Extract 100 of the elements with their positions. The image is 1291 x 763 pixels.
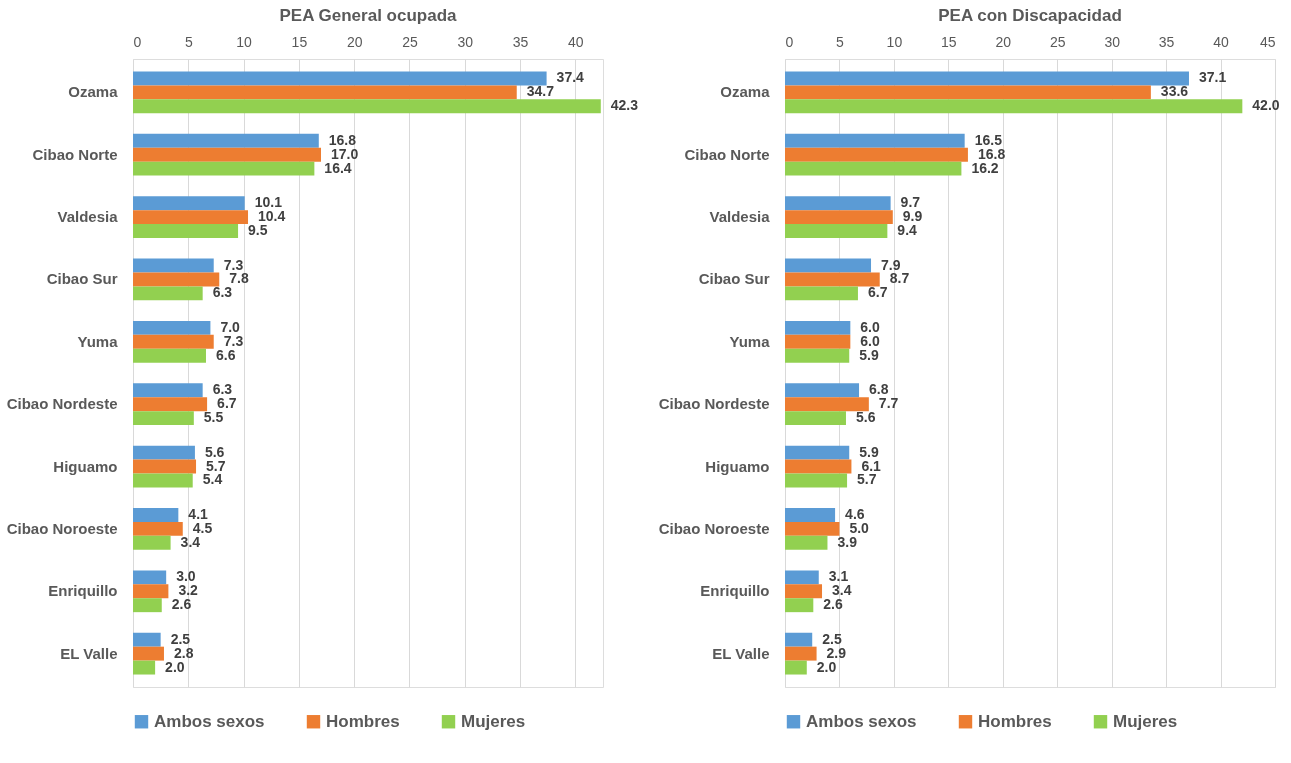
data-label: 2.5 — [170, 630, 191, 647]
data-label: 10.4 — [258, 208, 286, 225]
y-tick-label: Yuma — [77, 332, 119, 350]
data-label: 16.8 — [977, 145, 1006, 162]
data-label: 6.0 — [860, 318, 881, 335]
data-label: 37.4 — [556, 69, 585, 86]
bar — [785, 348, 850, 363]
x-tick-label: 15 — [291, 33, 308, 50]
bar — [133, 99, 601, 114]
data-label: 9.7 — [900, 194, 921, 211]
x-tick-label: 5 — [836, 33, 845, 50]
data-label: 5.0 — [849, 519, 870, 536]
data-label: 9.4 — [897, 222, 918, 239]
x-tick-label: 25 — [1049, 33, 1066, 50]
data-label: 16.4 — [324, 159, 352, 176]
data-label: 6.3 — [212, 284, 233, 301]
bar — [133, 161, 315, 176]
y-tick-label: Ozama — [68, 83, 119, 101]
bar — [785, 196, 891, 211]
bar — [133, 459, 197, 474]
y-tick-label: Yuma — [729, 332, 771, 350]
y-tick-label: Enriquillo — [700, 582, 770, 600]
bar — [785, 459, 852, 474]
data-label: 6.1 — [861, 457, 882, 474]
data-label: 5.5 — [203, 409, 224, 426]
bar — [785, 584, 823, 599]
y-tick-label: Cibao Nordeste — [6, 395, 118, 413]
data-label: 5.7 — [857, 471, 877, 488]
x-tick-label: 40 — [1213, 33, 1230, 50]
data-label: 3.4 — [832, 582, 852, 599]
bar — [785, 99, 1243, 114]
chart-title: PEA con Discapacidad — [938, 6, 1122, 25]
bar — [785, 71, 1189, 86]
bar — [785, 286, 858, 301]
data-label: 6.7 — [867, 284, 888, 301]
data-label: 3.9 — [837, 533, 858, 550]
bar — [133, 210, 249, 225]
bar — [785, 397, 869, 412]
x-tick-label: 0 — [785, 33, 794, 50]
data-label: 6.7 — [217, 395, 237, 412]
bar — [133, 508, 179, 522]
bar — [133, 521, 183, 536]
data-label: 33.6 — [1160, 83, 1189, 100]
data-label: 7.3 — [223, 332, 244, 349]
bar — [785, 133, 965, 148]
data-label: 4.6 — [845, 505, 865, 522]
data-label: 8.7 — [889, 270, 910, 287]
chart-title: PEA General ocupada — [279, 6, 458, 25]
bar — [133, 584, 169, 599]
data-label: 5.7 — [206, 457, 226, 474]
bar — [785, 210, 893, 225]
y-tick-label: Cibao Nordeste — [658, 395, 770, 413]
data-label: 42.3 — [610, 97, 639, 114]
data-label: 2.6 — [823, 596, 843, 613]
bar — [785, 411, 846, 426]
y-tick-label: Valdesia — [709, 208, 771, 226]
bar — [785, 632, 813, 647]
y-tick-label: Cibao Norte — [684, 145, 770, 163]
bar — [133, 320, 211, 335]
y-tick-label: Cibao Norte — [32, 145, 118, 163]
data-label: 2.6 — [171, 596, 192, 613]
data-label: 7.8 — [229, 270, 249, 287]
bar — [133, 445, 195, 460]
data-label: 3.1 — [828, 568, 849, 585]
bar — [133, 598, 162, 613]
data-label: 5.6 — [855, 409, 876, 426]
x-tick-label: 35 — [1158, 33, 1175, 50]
data-label: 9.5 — [248, 222, 268, 239]
data-label: 16.8 — [328, 131, 357, 148]
y-tick-label: EL Valle — [60, 644, 118, 662]
data-label: 7.0 — [220, 318, 241, 335]
bar — [133, 224, 239, 238]
bar — [133, 71, 547, 86]
bar — [785, 147, 968, 162]
bar — [785, 660, 807, 675]
legend-label: Mujeres — [1113, 711, 1178, 731]
data-label: 2.0 — [165, 658, 185, 675]
bar — [785, 272, 880, 287]
data-label: 2.8 — [173, 644, 194, 661]
bar — [133, 334, 214, 349]
x-tick-label: 30 — [457, 33, 474, 50]
bar — [133, 383, 203, 398]
data-label: 5.9 — [859, 346, 879, 363]
x-tick-label: 0 — [133, 33, 142, 50]
data-label: 7.3 — [223, 256, 244, 273]
bar — [133, 535, 171, 550]
bar — [785, 258, 872, 273]
data-label: 34.7 — [526, 83, 555, 100]
legend-label: Ambos sexos — [806, 711, 917, 731]
data-label: 16.2 — [971, 159, 999, 176]
bar — [133, 85, 517, 100]
bar — [133, 660, 156, 675]
y-tick-label: Higuamo — [705, 457, 770, 475]
data-label: 5.9 — [859, 443, 879, 460]
bar — [133, 397, 208, 412]
bar — [133, 258, 214, 273]
bar — [133, 570, 167, 585]
x-tick-label: 30 — [1104, 33, 1121, 50]
bar — [785, 570, 819, 585]
y-tick-label: Ozama — [720, 83, 771, 101]
